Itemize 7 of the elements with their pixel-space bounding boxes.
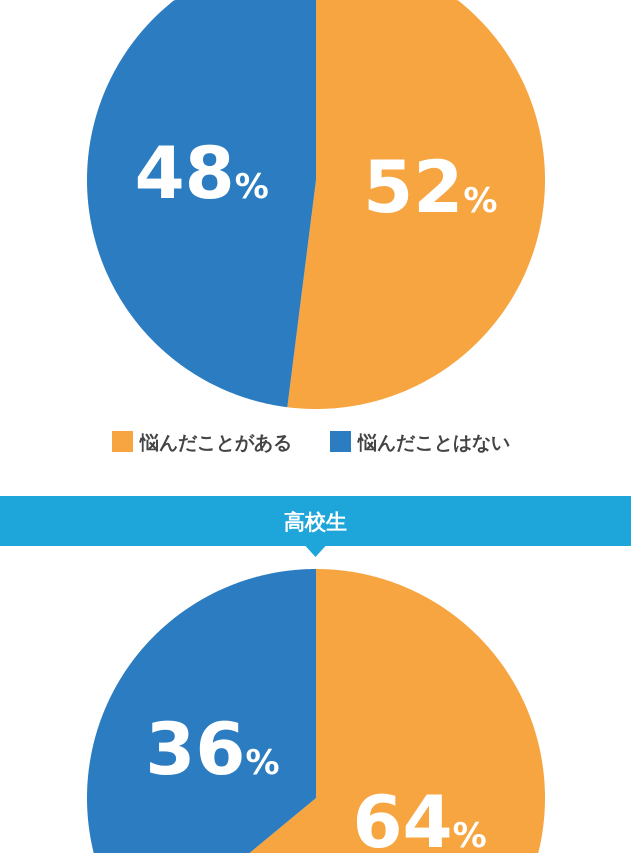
data-label: 48%	[134, 130, 269, 215]
data-label: 64%	[352, 780, 487, 853]
legend-label: 悩んだことはない	[357, 432, 510, 454]
data-label: 52%	[363, 145, 498, 230]
data-label: 36%	[145, 707, 280, 792]
legend-label: 悩んだことがある	[139, 432, 292, 454]
chart-title: 高校生	[284, 510, 347, 534]
